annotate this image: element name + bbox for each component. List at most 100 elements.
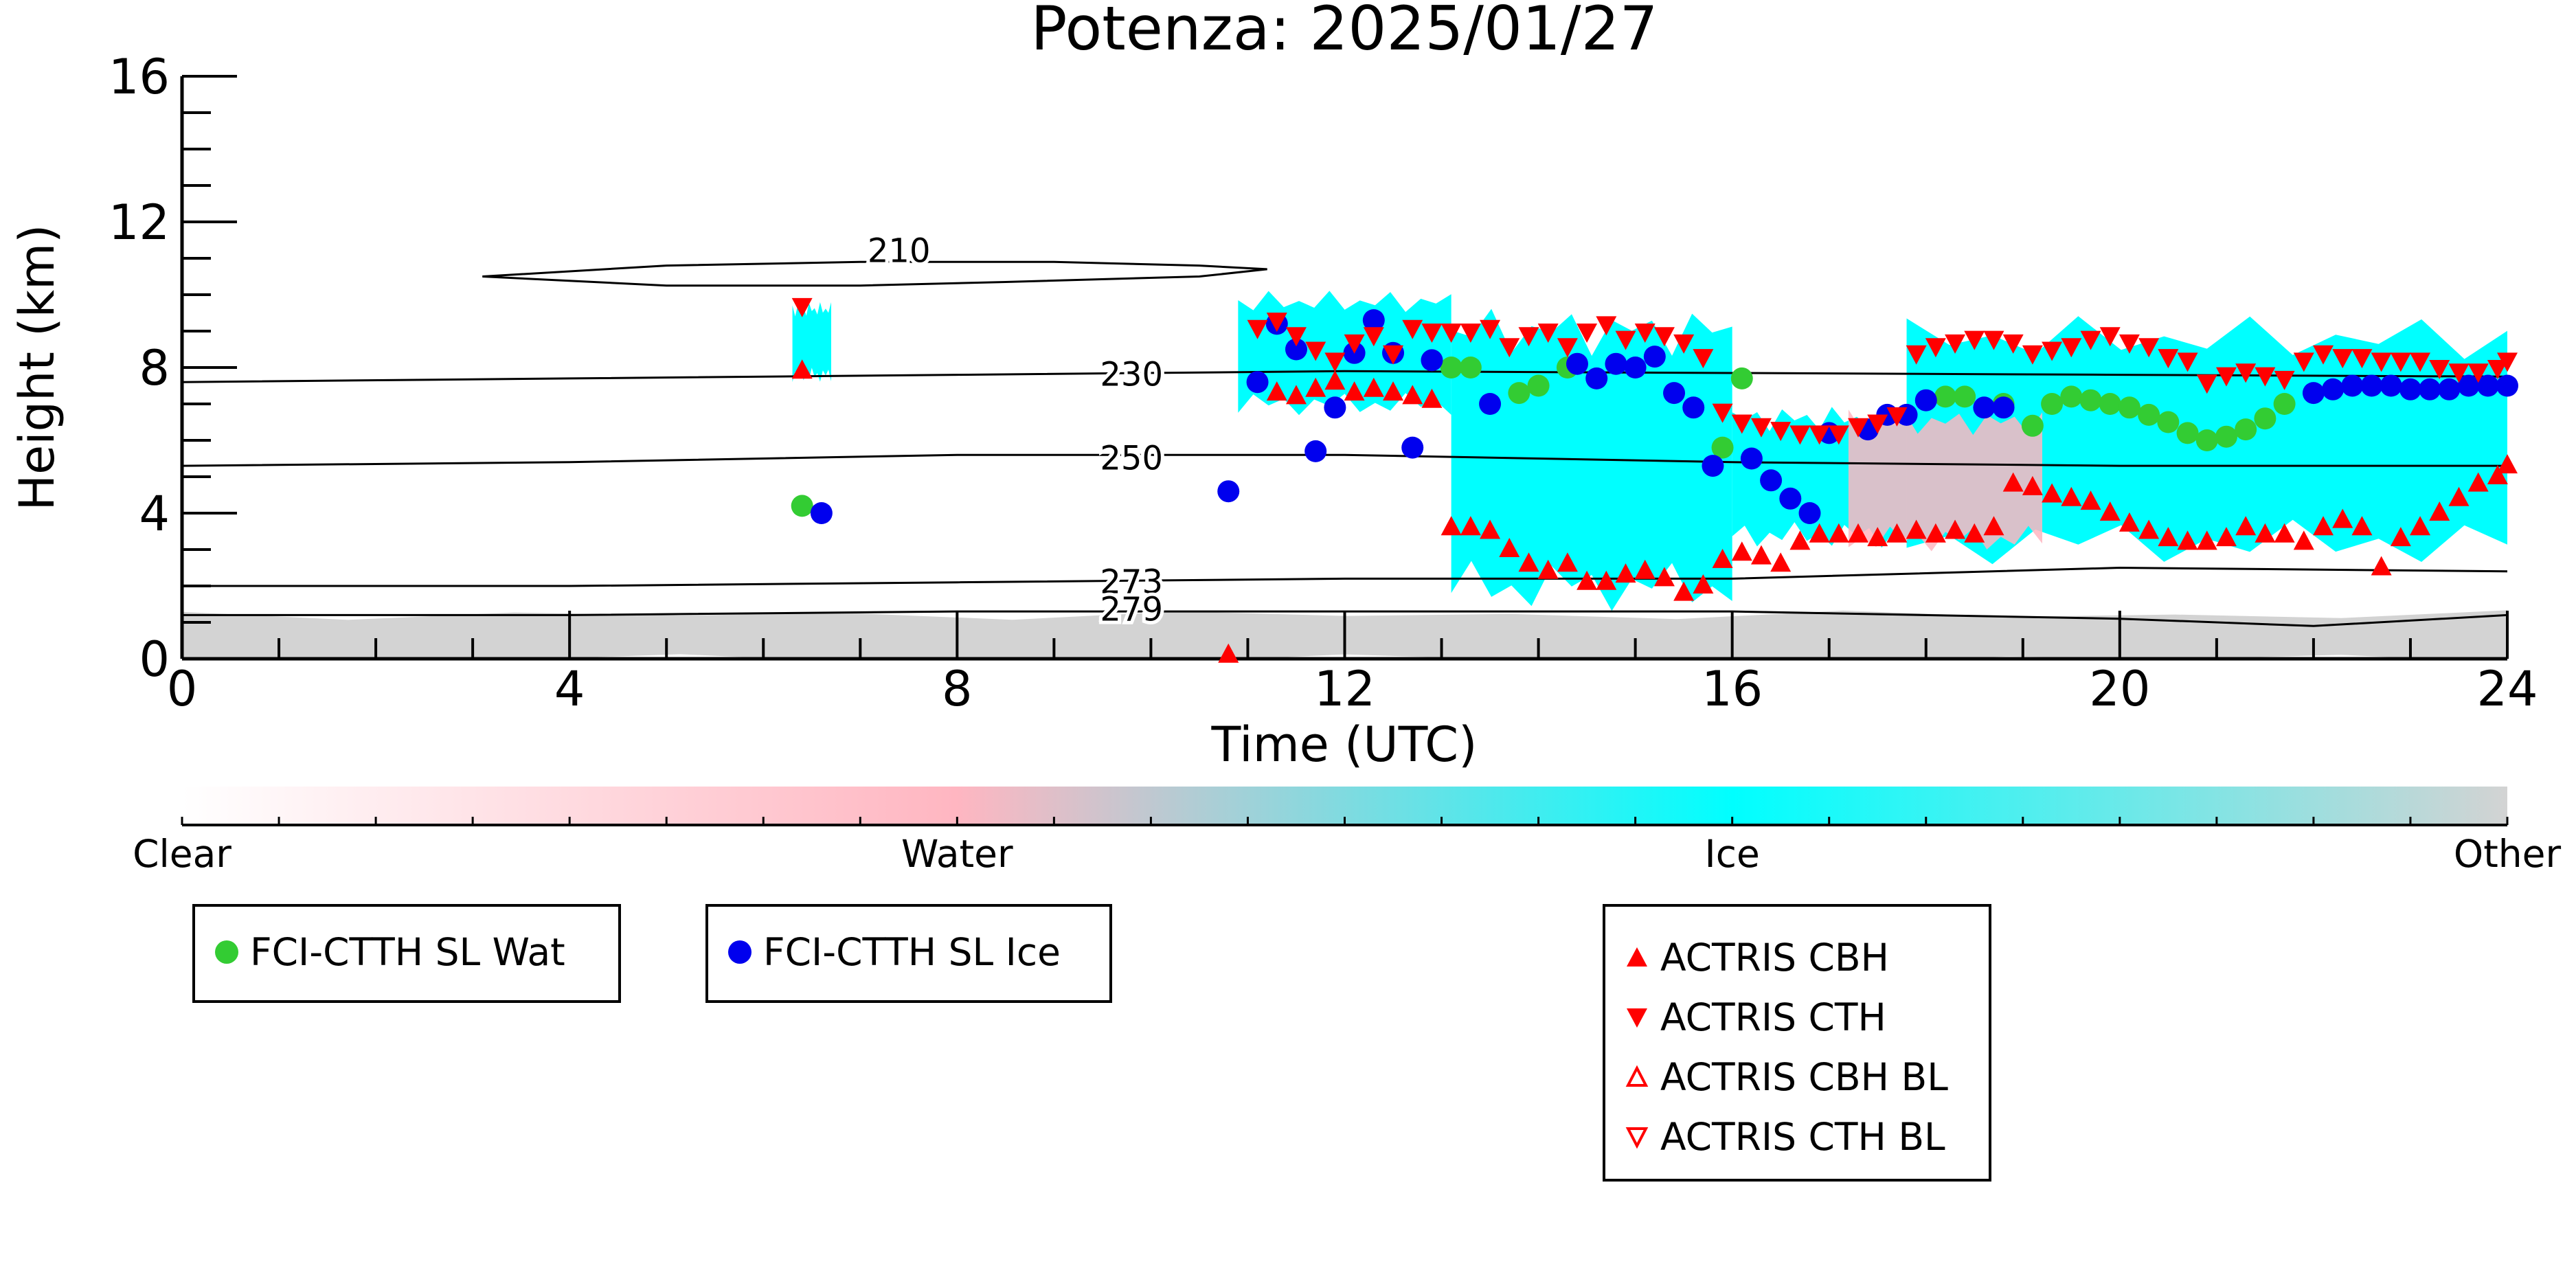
contour-line: [182, 453, 2507, 467]
point-actris-cth: [1421, 324, 1443, 343]
point-actris-cbh: [2467, 472, 2489, 492]
point-actris-cth: [2138, 338, 2160, 358]
point-fci-ctth-sl-wat: [1527, 374, 1550, 397]
point-fci-ctth-sl-wat: [2235, 418, 2257, 441]
point-actris-cth: [1363, 327, 1384, 347]
point-actris-cth: [2351, 349, 2373, 369]
point-fci-ctth-sl-ice: [1624, 357, 1647, 379]
point-actris-cbh: [1848, 523, 1869, 543]
triangle-down-outline-icon: [1618, 1118, 1656, 1156]
blue-circle-marker-icon: [721, 933, 759, 971]
point-actris-cth: [2274, 370, 2295, 390]
colorbar-label: Ice: [1705, 832, 1760, 876]
point-actris-cbh: [2293, 530, 2314, 550]
point-actris-cth: [2158, 349, 2179, 369]
colorbar-label: Other: [2454, 832, 2562, 876]
point-actris-cbh: [2119, 512, 2140, 532]
point-actris-cbh: [1615, 563, 1636, 583]
point-actris-cth: [2196, 374, 2217, 394]
point-actris-cth: [2429, 360, 2450, 379]
point-fci-ctth-sl-ice: [1566, 352, 1588, 375]
point-fci-ctth-sl-wat: [1440, 357, 1462, 379]
point-fci-ctth-sl-ice: [2419, 378, 2441, 400]
colorbar-label: Water: [901, 832, 1013, 876]
point-fci-ctth-sl-ice: [1914, 389, 1937, 411]
point-actris-cth: [1460, 324, 1481, 343]
point-actris-cth: [1615, 330, 1636, 350]
point-actris-cbh: [1440, 516, 1462, 536]
point-fci-ctth-sl-ice: [2380, 374, 2402, 397]
point-actris-cth: [1828, 425, 1849, 445]
point-fci-ctth-sl-ice: [1992, 396, 2015, 419]
point-actris-cbh: [1886, 523, 1908, 543]
point-actris-cbh: [2429, 501, 2450, 521]
point-fci-ctth-sl-ice: [810, 502, 833, 524]
point-actris-cth: [1906, 345, 1927, 365]
point-actris-cth: [2080, 330, 2101, 350]
point-fci-ctth-sl-wat: [1508, 382, 1530, 405]
point-actris-cbh: [1712, 548, 1733, 568]
point-actris-cbh: [1557, 552, 1578, 572]
point-actris-cth: [1247, 319, 1268, 339]
point-actris-cth: [2467, 363, 2489, 383]
point-actris-cth: [1770, 422, 1792, 442]
point-fci-ctth-sl-wat: [2254, 407, 2276, 430]
contour-label: 279: [1100, 590, 1163, 629]
legend-label-fci-wat: FCI-CTTH SL Wat: [250, 930, 565, 974]
point-fci-ctth-sl-ice: [2322, 378, 2345, 400]
point-fci-ctth-sl-ice: [1760, 469, 1783, 492]
point-actris-cbh: [2487, 465, 2508, 484]
point-fci-ctth-sl-wat: [2021, 414, 2044, 437]
point-actris-cbh: [1925, 523, 1946, 543]
point-actris-cth: [1712, 403, 1733, 423]
contour-label: 250: [1100, 440, 1163, 478]
point-actris-cth: [1886, 407, 1908, 427]
point-actris-cbh: [1383, 381, 1404, 401]
point-fci-ctth-sl-wat: [2118, 396, 2140, 419]
point-actris-cth: [1809, 425, 1830, 445]
point-actris-cth: [1925, 338, 1946, 358]
point-actris-cbh: [2497, 454, 2518, 474]
point-fci-ctth-sl-ice: [1362, 309, 1385, 332]
point-actris-cbh: [1305, 377, 1326, 397]
point-actris-cbh: [1693, 574, 1714, 594]
point-actris-cth: [1731, 414, 1752, 434]
point-actris-cbh: [2022, 475, 2043, 495]
legend-actris: ACTRIS CBH ACTRIS CTH ACTRIS CBH BL ACTR…: [1603, 904, 1991, 1182]
point-actris-cth: [1945, 334, 1966, 354]
point-actris-cth: [1673, 334, 1695, 354]
point-actris-cbh: [2042, 483, 2063, 503]
point-fci-ctth-sl-ice: [2399, 378, 2421, 400]
point-fci-ctth-sl-wat: [2138, 403, 2160, 426]
point-actris-cbh: [2158, 527, 2179, 547]
point-fci-ctth-sl-ice: [2302, 382, 2325, 405]
point-fci-ctth-sl-wat: [1711, 436, 1734, 459]
point-actris-cbh: [2448, 486, 2470, 506]
point-actris-cbh: [1653, 567, 1675, 587]
green-circle-marker-icon: [207, 933, 246, 971]
point-actris-cbh: [1964, 523, 1985, 543]
point-fci-ctth-sl-wat: [2060, 385, 2083, 408]
x-tick-label: 8: [942, 661, 973, 717]
point-fci-ctth-sl-wat: [1730, 367, 1753, 389]
point-actris-cbh: [1906, 519, 1927, 539]
point-fci-ctth-sl-ice: [1421, 349, 1443, 372]
point-actris-cth: [1653, 327, 1675, 347]
point-actris-cth: [2390, 352, 2411, 372]
point-fci-ctth-sl-ice: [1585, 367, 1608, 389]
legend-label-actris-cbh: ACTRIS CBH: [1660, 936, 1889, 980]
point-actris-cth: [2061, 338, 2082, 358]
point-fci-ctth-sl-wat: [1459, 357, 1482, 379]
point-actris-cth: [2177, 352, 2198, 372]
point-actris-cth: [2215, 367, 2237, 387]
point-fci-ctth-sl-ice: [1702, 455, 1724, 477]
point-fci-ctth-sl-ice: [1740, 447, 1763, 470]
point-actris-cth: [791, 297, 813, 317]
point-actris-cth: [2448, 363, 2470, 383]
point-actris-cth: [1867, 414, 1888, 434]
point-actris-cbh: [1828, 523, 1849, 543]
y-tick-label: 16: [109, 49, 170, 105]
point-actris-cth: [1789, 425, 1811, 445]
